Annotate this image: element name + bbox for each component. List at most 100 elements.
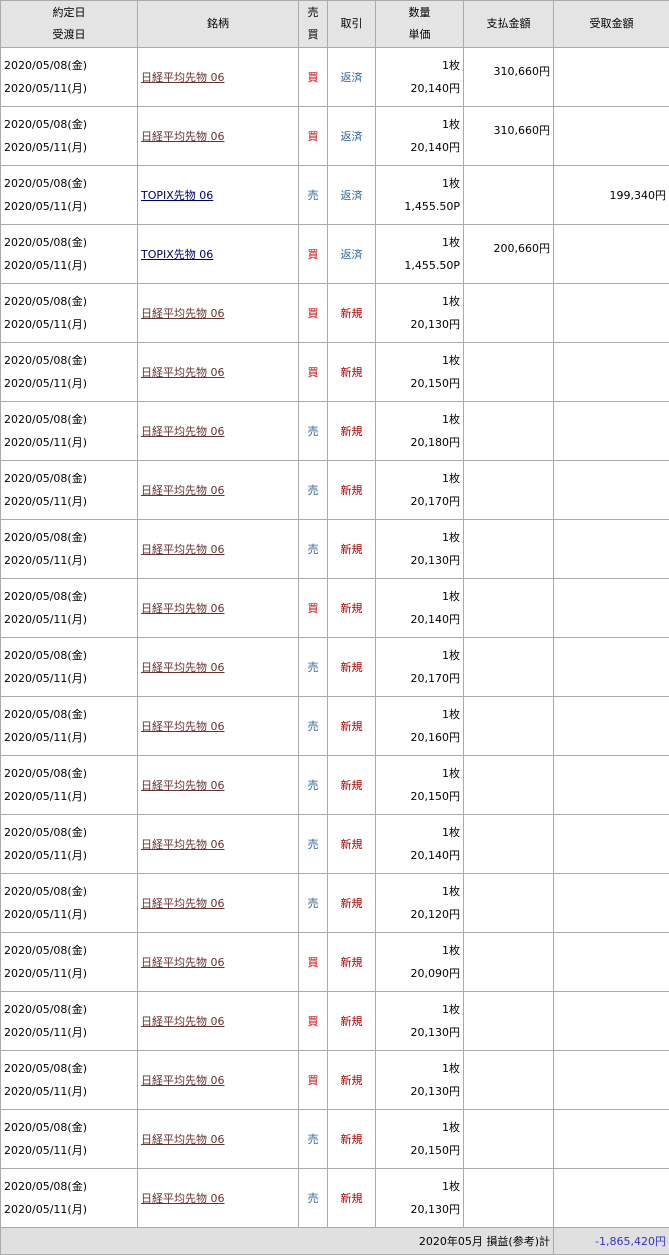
trade-type-cell: 新規 bbox=[328, 1051, 376, 1110]
recv-cell bbox=[554, 874, 669, 933]
recv-cell bbox=[554, 284, 669, 343]
instrument-link[interactable]: TOPIX先物 06 bbox=[141, 189, 213, 202]
instrument-link[interactable]: 日経平均先物 06 bbox=[141, 779, 225, 792]
instrument-link[interactable]: 日経平均先物 06 bbox=[141, 838, 225, 851]
instrument-link[interactable]: 日経平均先物 06 bbox=[141, 307, 225, 320]
recv-cell bbox=[554, 402, 669, 461]
recv-cell bbox=[554, 697, 669, 756]
instrument-link[interactable]: 日経平均先物 06 bbox=[141, 1192, 225, 1205]
side-cell: 売 bbox=[299, 638, 328, 697]
dates-cell: 2020/05/08(金)2020/05/11(月) bbox=[1, 579, 138, 638]
instrument-link[interactable]: 日経平均先物 06 bbox=[141, 71, 225, 84]
recv-cell bbox=[554, 107, 669, 166]
instrument-link[interactable]: TOPIX先物 06 bbox=[141, 248, 213, 261]
name-cell: 日経平均先物 06 bbox=[138, 579, 299, 638]
trade-type-cell: 新規 bbox=[328, 1169, 376, 1228]
dates-cell: 2020/05/08(金)2020/05/11(月) bbox=[1, 107, 138, 166]
name-cell: 日経平均先物 06 bbox=[138, 402, 299, 461]
name-cell: 日経平均先物 06 bbox=[138, 1169, 299, 1228]
name-cell: 日経平均先物 06 bbox=[138, 48, 299, 107]
summary-total: -1,865,420円 bbox=[554, 1228, 669, 1255]
name-cell: TOPIX先物 06 bbox=[138, 225, 299, 284]
trade-type-cell: 返済 bbox=[328, 107, 376, 166]
dates-cell: 2020/05/08(金)2020/05/11(月) bbox=[1, 815, 138, 874]
recv-cell bbox=[554, 343, 669, 402]
pay-cell bbox=[464, 461, 554, 520]
recv-cell bbox=[554, 933, 669, 992]
trade-type-cell: 新規 bbox=[328, 579, 376, 638]
trade-type-cell: 返済 bbox=[328, 48, 376, 107]
dates-cell: 2020/05/08(金)2020/05/11(月) bbox=[1, 1051, 138, 1110]
header-side: 売買 bbox=[299, 1, 328, 48]
pay-cell bbox=[464, 1051, 554, 1110]
side-cell: 買 bbox=[299, 579, 328, 638]
trade-type-cell: 新規 bbox=[328, 1110, 376, 1169]
dates-cell: 2020/05/08(金)2020/05/11(月) bbox=[1, 1169, 138, 1228]
recv-cell bbox=[554, 579, 669, 638]
pay-cell: 310,660円 bbox=[464, 107, 554, 166]
trade-type-cell: 新規 bbox=[328, 343, 376, 402]
recv-cell bbox=[554, 756, 669, 815]
side-cell: 買 bbox=[299, 933, 328, 992]
instrument-link[interactable]: 日経平均先物 06 bbox=[141, 720, 225, 733]
dates-cell: 2020/05/08(金)2020/05/11(月) bbox=[1, 520, 138, 579]
instrument-link[interactable]: 日経平均先物 06 bbox=[141, 484, 225, 497]
name-cell: 日経平均先物 06 bbox=[138, 933, 299, 992]
dates-cell: 2020/05/08(金)2020/05/11(月) bbox=[1, 992, 138, 1051]
dates-cell: 2020/05/08(金)2020/05/11(月) bbox=[1, 461, 138, 520]
trade-type-cell: 新規 bbox=[328, 284, 376, 343]
pay-cell bbox=[464, 874, 554, 933]
trade-type-cell: 新規 bbox=[328, 874, 376, 933]
instrument-link[interactable]: 日経平均先物 06 bbox=[141, 602, 225, 615]
instrument-link[interactable]: 日経平均先物 06 bbox=[141, 956, 225, 969]
recv-cell bbox=[554, 461, 669, 520]
trade-type-cell: 返済 bbox=[328, 166, 376, 225]
recv-cell bbox=[554, 1051, 669, 1110]
side-cell: 買 bbox=[299, 48, 328, 107]
name-cell: TOPIX先物 06 bbox=[138, 166, 299, 225]
dates-cell: 2020/05/08(金)2020/05/11(月) bbox=[1, 638, 138, 697]
instrument-link[interactable]: 日経平均先物 06 bbox=[141, 897, 225, 910]
instrument-link[interactable]: 日経平均先物 06 bbox=[141, 1015, 225, 1028]
pay-cell: 200,660円 bbox=[464, 225, 554, 284]
header-dates: 約定日受渡日 bbox=[1, 1, 138, 48]
instrument-link[interactable]: 日経平均先物 06 bbox=[141, 543, 225, 556]
side-cell: 売 bbox=[299, 756, 328, 815]
name-cell: 日経平均先物 06 bbox=[138, 756, 299, 815]
side-cell: 売 bbox=[299, 697, 328, 756]
recv-cell bbox=[554, 992, 669, 1051]
pay-cell bbox=[464, 166, 554, 225]
trade-type-cell: 新規 bbox=[328, 933, 376, 992]
header-trade: 取引 bbox=[328, 1, 376, 48]
instrument-link[interactable]: 日経平均先物 06 bbox=[141, 130, 225, 143]
dates-cell: 2020/05/08(金)2020/05/11(月) bbox=[1, 284, 138, 343]
name-cell: 日経平均先物 06 bbox=[138, 874, 299, 933]
name-cell: 日経平均先物 06 bbox=[138, 284, 299, 343]
instrument-link[interactable]: 日経平均先物 06 bbox=[141, 1133, 225, 1146]
instrument-link[interactable]: 日経平均先物 06 bbox=[141, 661, 225, 674]
instrument-link[interactable]: 日経平均先物 06 bbox=[141, 425, 225, 438]
instrument-link[interactable]: 日経平均先物 06 bbox=[141, 366, 225, 379]
header-name: 銘柄 bbox=[138, 1, 299, 48]
pay-cell bbox=[464, 402, 554, 461]
recv-cell bbox=[554, 225, 669, 284]
trade-type-cell: 新規 bbox=[328, 520, 376, 579]
name-cell: 日経平均先物 06 bbox=[138, 992, 299, 1051]
side-cell: 買 bbox=[299, 1051, 328, 1110]
summary-label: 2020年05月 損益(参考)計 bbox=[1, 1228, 554, 1255]
name-cell: 日経平均先物 06 bbox=[138, 638, 299, 697]
instrument-link[interactable]: 日経平均先物 06 bbox=[141, 1074, 225, 1087]
